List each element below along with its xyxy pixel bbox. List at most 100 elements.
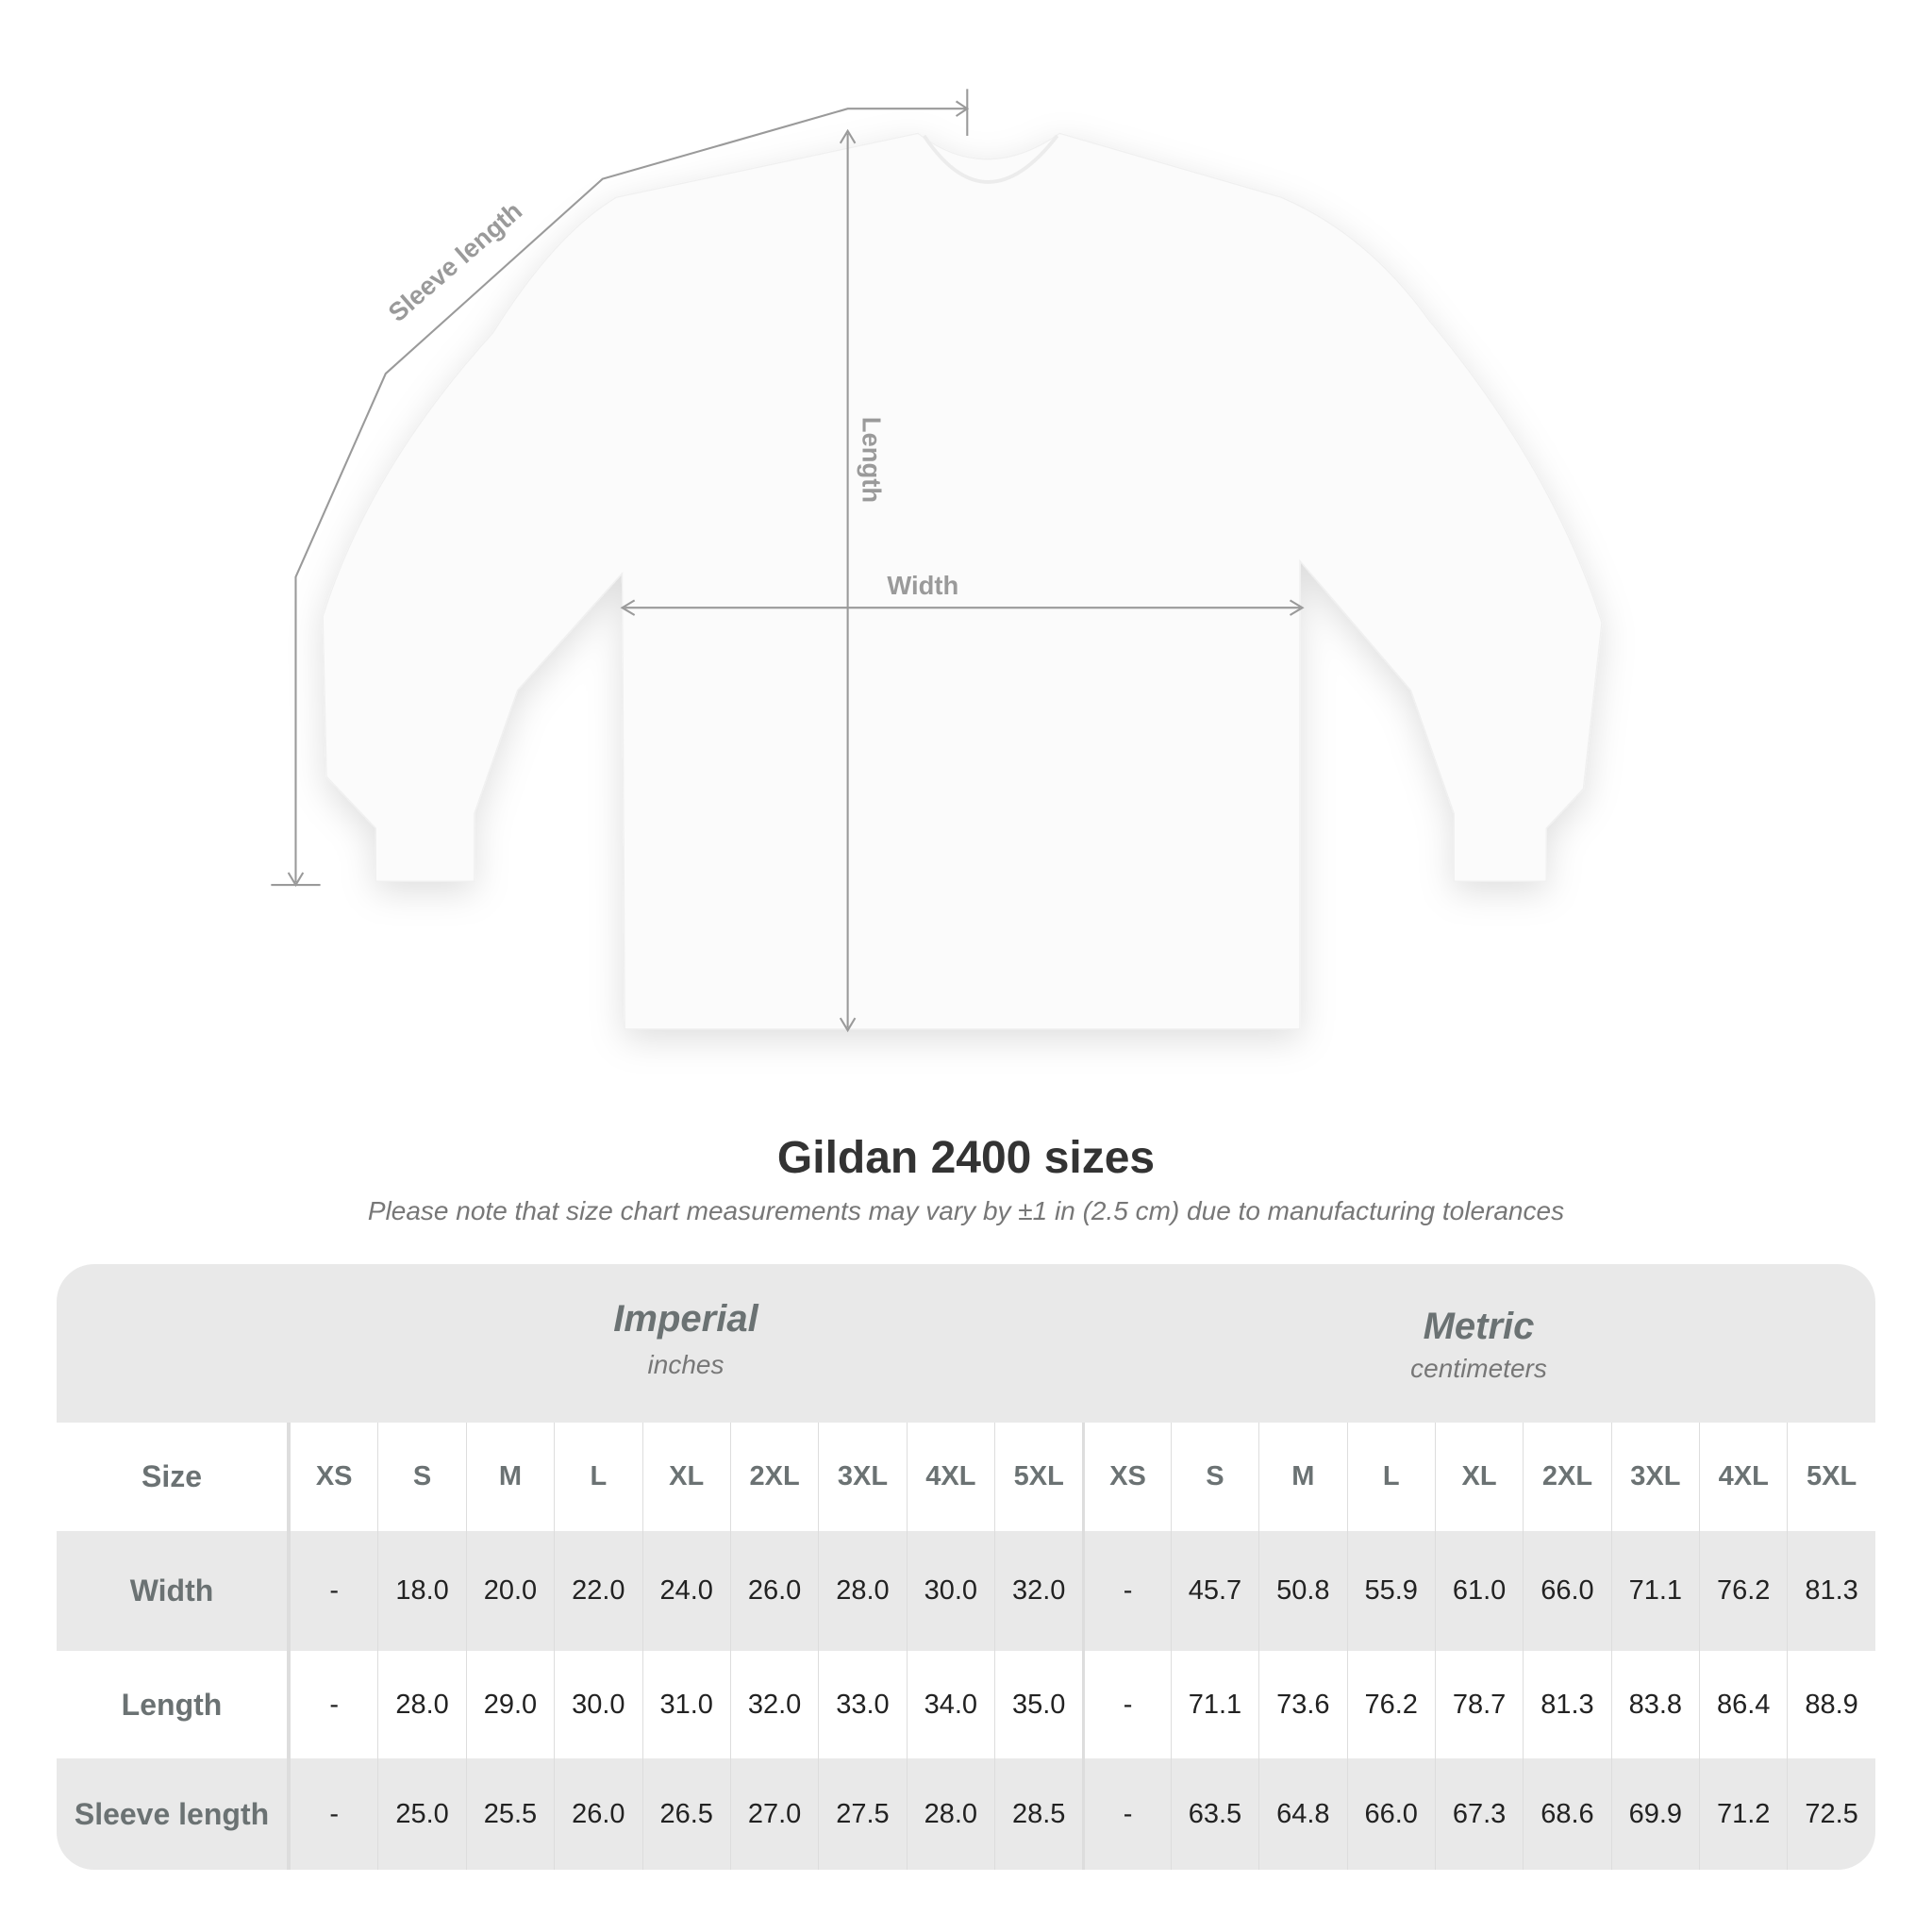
imperial-value-cell: 24.0	[641, 1531, 730, 1651]
size-table: Imperial inches Metric centimeters Size X…	[57, 1264, 1875, 1870]
imperial-value-cell: 33.0	[818, 1651, 906, 1758]
imperial-value-cell: 18.0	[377, 1531, 465, 1651]
imperial-value-cell: 35.0	[994, 1651, 1082, 1758]
imperial-value-cell: 32.0	[994, 1531, 1082, 1651]
metric-value-cell: 63.5	[1170, 1758, 1258, 1870]
imperial-value-cell: 27.0	[729, 1758, 818, 1870]
metric-value-cell: 71.1	[1610, 1531, 1699, 1651]
metric-value-cell: -	[1082, 1758, 1170, 1870]
metric-value-cell: 81.3	[1787, 1531, 1874, 1651]
imperial-value-cell: 27.5	[818, 1758, 906, 1870]
imperial-title: Imperial	[613, 1298, 758, 1340]
metric-value-cell: 45.7	[1170, 1531, 1258, 1651]
imperial-value-cell: 30.0	[906, 1531, 994, 1651]
arrow-head-icon	[620, 599, 636, 616]
size-header-cell: 4XL	[906, 1423, 994, 1531]
shirt-diagram: Sleeve length Length Width	[271, 89, 1603, 1033]
arrow-head-icon	[839, 1017, 857, 1033]
imperial-value-cell: 34.0	[906, 1651, 994, 1758]
metric-title: Metric	[1423, 1306, 1535, 1347]
imperial-value-cell: -	[290, 1651, 377, 1758]
imperial-value-cell: -	[290, 1758, 377, 1870]
metric-value-cell: 67.3	[1434, 1758, 1523, 1870]
table-row: Sleeve length -25.0 25.5 26.0 26.5 27.0 27.5 28…	[57, 1758, 1875, 1870]
imperial-value-cell: 31.0	[641, 1651, 730, 1758]
table-row: Width -18.0 20.0 22.0 24.0 26.0 28.0 30.0 32.0-4…	[57, 1531, 1875, 1651]
metric-value-cell: 66.0	[1346, 1758, 1435, 1870]
metric-value-cell: 66.0	[1523, 1531, 1610, 1651]
page-title: Gildan 2400 sizes	[776, 1133, 1156, 1183]
metric-header: Metric centimeters	[1082, 1264, 1875, 1423]
imperial-value-cell: 25.5	[465, 1758, 554, 1870]
length-label: Length	[857, 417, 886, 503]
metric-value-cell: 76.2	[1346, 1651, 1435, 1758]
metric-value-cell: 76.2	[1699, 1531, 1787, 1651]
metric-value-cell: 69.9	[1610, 1758, 1699, 1870]
metric-value-cell: 73.6	[1258, 1651, 1346, 1758]
imperial-value-cell: 32.0	[729, 1651, 818, 1758]
row-label: Width	[57, 1531, 290, 1651]
imperial-unit: inches	[647, 1350, 724, 1379]
size-header-cell: 4XL	[1699, 1423, 1787, 1531]
table-row: Length -28.0 29.0 30.0 31.0 32.0 33.0 34.0 35.0-…	[57, 1651, 1875, 1758]
shirt-collar	[922, 134, 1059, 184]
size-header-cell: L	[554, 1423, 641, 1531]
imperial-value-cell: 26.0	[729, 1531, 818, 1651]
arrow-head-icon	[1289, 599, 1305, 616]
row-label: Length	[57, 1651, 290, 1758]
imperial-value-cell: 25.0	[377, 1758, 465, 1870]
imperial-value-cell: 22.0	[554, 1531, 641, 1651]
imperial-value-cell: 28.0	[906, 1758, 994, 1870]
imperial-value-cell: -	[290, 1531, 377, 1651]
size-header-cell: L	[1346, 1423, 1435, 1531]
metric-value-cell: -	[1082, 1651, 1170, 1758]
metric-value-cell: 61.0	[1434, 1531, 1523, 1651]
size-header-cell: 3XL	[1610, 1423, 1699, 1531]
size-header-cell: S	[377, 1423, 465, 1531]
imperial-value-cell: 30.0	[554, 1651, 641, 1758]
long-sleeve-shirt-illustration	[322, 132, 1603, 1030]
sleeve-length-measure-line	[294, 108, 968, 883]
imperial-value-cell: 20.0	[465, 1531, 554, 1651]
metric-value-cell: 71.2	[1699, 1758, 1787, 1870]
imperial-value-cell: 26.0	[554, 1758, 641, 1870]
metric-value-cell: 83.8	[1610, 1651, 1699, 1758]
size-header-cell: XL	[641, 1423, 730, 1531]
metric-value-cell: 64.8	[1258, 1758, 1346, 1870]
metric-value-cell: 71.1	[1170, 1651, 1258, 1758]
metric-value-cell: 86.4	[1699, 1651, 1787, 1758]
width-label: Width	[887, 571, 958, 600]
metric-value-cell: 81.3	[1523, 1651, 1610, 1758]
imperial-header: Imperial inches	[290, 1264, 1082, 1423]
size-header-cell: 2XL	[1523, 1423, 1610, 1531]
imperial-value-cell: 28.5	[994, 1758, 1082, 1870]
size-header-cell: 5XL	[994, 1423, 1082, 1531]
size-header-cell: 5XL	[1787, 1423, 1874, 1531]
metric-value-cell: 72.5	[1787, 1758, 1874, 1870]
size-header-cell: S	[1170, 1423, 1258, 1531]
size-header-row: Size XS S M L XL 2XL 3XL 4XL 5XL XS S M L XL 2XL 3XL 4XL 5…	[57, 1423, 1875, 1531]
size-header-cell: M	[465, 1423, 554, 1531]
metric-value-cell: 78.7	[1434, 1651, 1523, 1758]
tolerance-note: Please note that size chart measurements…	[367, 1196, 1565, 1225]
size-header-cell: XS	[1082, 1423, 1170, 1531]
row-label: Sleeve length	[57, 1758, 290, 1870]
size-header-cell: 3XL	[818, 1423, 906, 1531]
imperial-value-cell: 26.5	[641, 1758, 730, 1870]
arrow-head-icon	[839, 128, 857, 144]
row-label: Size	[57, 1423, 290, 1531]
metric-value-cell: -	[1082, 1531, 1170, 1651]
metric-value-cell: 88.9	[1787, 1651, 1874, 1758]
arrow-head-icon	[955, 100, 970, 117]
imperial-value-cell: 28.0	[377, 1651, 465, 1758]
imperial-value-cell: 28.0	[818, 1531, 906, 1651]
size-header-cell: 2XL	[729, 1423, 818, 1531]
size-header-cell: XL	[1434, 1423, 1523, 1531]
imperial-value-cell: 29.0	[465, 1651, 554, 1758]
metric-value-cell: 50.8	[1258, 1531, 1346, 1651]
arrow-head-icon	[287, 872, 305, 888]
size-header-cell: XS	[290, 1423, 377, 1531]
metric-value-cell: 55.9	[1346, 1531, 1435, 1651]
sleeve-length-label: Sleeve length	[382, 196, 527, 327]
metric-value-cell: 68.6	[1523, 1758, 1610, 1870]
